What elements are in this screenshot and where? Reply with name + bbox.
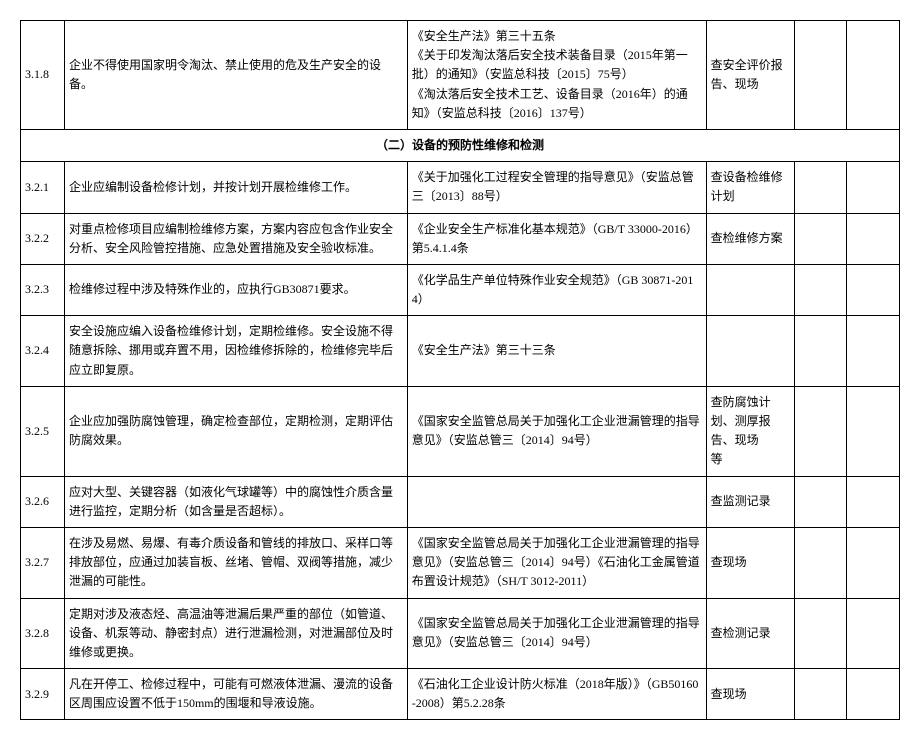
row-content: 在涉及易燃、易爆、有毒介质设备和管线的排放口、采样口等排放部位，应通过加装盲板、… [64, 527, 407, 598]
row-number: 3.2.8 [21, 598, 65, 669]
section-header: （二）设备的预防性维修和检测 [21, 129, 900, 161]
regulation-table: 3.1.8企业不得使用国家明令淘汰、禁止使用的危及生产安全的设备。《安全生产法》… [20, 20, 900, 720]
row-empty2 [847, 386, 900, 476]
table-row: 3.2.9凡在开停工、检修过程中，可能有可燃液体泄漏、漫流的设备区周围应设置不低… [21, 669, 900, 720]
row-basis: 《国家安全监管总局关于加强化工企业泄漏管理的指导意见》（安监总管三〔2014〕9… [407, 386, 706, 476]
row-number: 3.2.7 [21, 527, 65, 598]
row-basis: 《安全生产法》第三十三条 [407, 316, 706, 387]
row-empty1 [794, 527, 847, 598]
row-check: 查现场 [706, 669, 794, 720]
row-empty2 [847, 264, 900, 315]
row-empty1 [794, 386, 847, 476]
row-empty2 [847, 669, 900, 720]
table-row: 3.2.1企业应编制设备检修计划，并按计划开展检维修工作。《关于加强化工过程安全… [21, 162, 900, 213]
row-basis: 《石油化工企业设计防火标准（2018年版）》（GB50160-2008）第5.2… [407, 669, 706, 720]
row-empty1 [794, 316, 847, 387]
row-empty1 [794, 598, 847, 669]
table-row: 3.2.8定期对涉及液态烃、高温油等泄漏后果严重的部位（如管道、设备、机泵等动、… [21, 598, 900, 669]
row-content: 企业应加强防腐蚀管理，确定检查部位，定期检测，定期评估防腐效果。 [64, 386, 407, 476]
row-basis: 《化学品生产单位特殊作业安全规范》（GB 30871-2014） [407, 264, 706, 315]
row-check [706, 264, 794, 315]
row-number: 3.2.1 [21, 162, 65, 213]
table-row: 3.2.2对重点检修项目应编制检维修方案，方案内容应包含作业安全分析、安全风险管… [21, 213, 900, 264]
row-number: 3.2.5 [21, 386, 65, 476]
row-check: 查监测记录 [706, 476, 794, 527]
table-row: 3.2.4安全设施应编入设备检维修计划，定期检维修。安全设施不得随意拆除、挪用或… [21, 316, 900, 387]
row-number: 3.2.9 [21, 669, 65, 720]
row-empty1 [794, 21, 847, 130]
row-empty1 [794, 213, 847, 264]
row-basis: 《关于加强化工过程安全管理的指导意见》（安监总管三〔2013〕88号） [407, 162, 706, 213]
row-content: 企业应编制设备检修计划，并按计划开展检维修工作。 [64, 162, 407, 213]
table-row: （二）设备的预防性维修和检测 [21, 129, 900, 161]
row-content: 企业不得使用国家明令淘汰、禁止使用的危及生产安全的设备。 [64, 21, 407, 130]
row-number: 3.1.8 [21, 21, 65, 130]
row-empty2 [847, 213, 900, 264]
row-number: 3.2.2 [21, 213, 65, 264]
row-check: 查现场 [706, 527, 794, 598]
row-content: 检维修过程中涉及特殊作业的，应执行GB30871要求。 [64, 264, 407, 315]
row-number: 3.2.3 [21, 264, 65, 315]
row-check: 查防腐蚀计划、测厚报告、现场等 [706, 386, 794, 476]
row-content: 应对大型、关键容器（如液化气球罐等）中的腐蚀性介质含量进行监控，定期分析（如含量… [64, 476, 407, 527]
row-empty2 [847, 162, 900, 213]
table-row: 3.1.8企业不得使用国家明令淘汰、禁止使用的危及生产安全的设备。《安全生产法》… [21, 21, 900, 130]
table-row: 3.2.7在涉及易燃、易爆、有毒介质设备和管线的排放口、采样口等排放部位，应通过… [21, 527, 900, 598]
row-empty2 [847, 598, 900, 669]
row-content: 凡在开停工、检修过程中，可能有可燃液体泄漏、漫流的设备区周围应设置不低于150m… [64, 669, 407, 720]
row-empty2 [847, 21, 900, 130]
row-empty2 [847, 316, 900, 387]
row-number: 3.2.6 [21, 476, 65, 527]
row-number: 3.2.4 [21, 316, 65, 387]
row-empty2 [847, 476, 900, 527]
row-basis [407, 476, 706, 527]
row-basis: 《国家安全监管总局关于加强化工企业泄漏管理的指导意见》（安监总管三〔2014〕9… [407, 598, 706, 669]
row-content: 对重点检修项目应编制检维修方案，方案内容应包含作业安全分析、安全风险管控措施、应… [64, 213, 407, 264]
row-empty2 [847, 527, 900, 598]
row-basis: 《安全生产法》第三十五条《关于印发淘汰落后安全技术装备目录（2015年第一批）的… [407, 21, 706, 130]
row-check [706, 316, 794, 387]
row-empty1 [794, 669, 847, 720]
table-row: 3.2.6应对大型、关键容器（如液化气球罐等）中的腐蚀性介质含量进行监控，定期分… [21, 476, 900, 527]
row-basis: 《国家安全监管总局关于加强化工企业泄漏管理的指导意见》（安监总管三〔2014〕9… [407, 527, 706, 598]
row-basis: 《企业安全生产标准化基本规范》（GB/T 33000-2016）第5.4.1.4… [407, 213, 706, 264]
table-row: 3.2.3检维修过程中涉及特殊作业的，应执行GB30871要求。《化学品生产单位… [21, 264, 900, 315]
table-row: 3.2.5企业应加强防腐蚀管理，确定检查部位，定期检测，定期评估防腐效果。《国家… [21, 386, 900, 476]
row-empty1 [794, 476, 847, 527]
row-check: 查设备检维修计划 [706, 162, 794, 213]
row-empty1 [794, 162, 847, 213]
row-check: 查安全评价报告、现场 [706, 21, 794, 130]
row-empty1 [794, 264, 847, 315]
row-check: 查检维修方案 [706, 213, 794, 264]
row-content: 定期对涉及液态烃、高温油等泄漏后果严重的部位（如管道、设备、机泵等动、静密封点）… [64, 598, 407, 669]
row-check: 查检测记录 [706, 598, 794, 669]
row-content: 安全设施应编入设备检维修计划，定期检维修。安全设施不得随意拆除、挪用或弃置不用，… [64, 316, 407, 387]
